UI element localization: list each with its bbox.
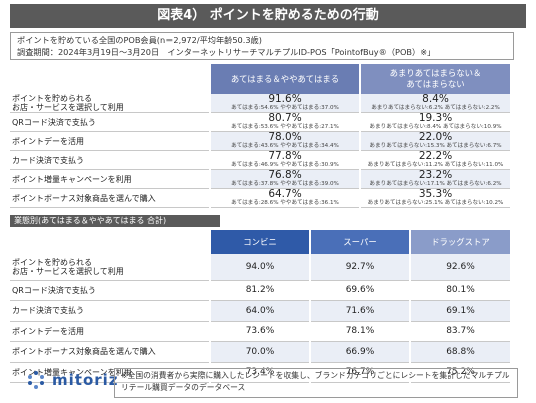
supermarket-value: 92.7% (309, 254, 410, 280)
disagree-cell: 35.3% あまりあてはまらない:25.1% あてはまらない:10.2% (359, 188, 510, 208)
table-row: カード決済で支払う 64.0% 71.6% 69.1% (10, 300, 510, 321)
row-label: ポイントデーを活用 (12, 326, 84, 336)
survey-period: 調査期間：2024年3月19日～3月20日 インターネットリサーチマルチプルID… (17, 47, 436, 57)
row-label: カード決済で支払う (12, 306, 84, 316)
drugstore-value: 80.1% (409, 280, 510, 301)
row-label: QRコード決済で支払う (12, 285, 96, 295)
behavior-table: あてはまる＆ややあてはまる あまりあてはまらない＆ あてはまらない ポイントを貯… (10, 64, 510, 208)
table-row: ポイント増量キャンペーンを利用 76.8% あてはまる:37.8% ややあてはまる:… (10, 169, 510, 189)
supermarket-value: 66.9% (309, 341, 410, 362)
agree-total: 91.6% (268, 93, 302, 105)
disagree-total: 19.3% (418, 112, 453, 124)
empty-header (10, 64, 210, 94)
agree-cell: 78.0% あてはまる:43.6% ややあてはまる:34.4% (209, 131, 360, 151)
table-row: カード決済で支払う 77.8% あてはまる:46.9% ややあてはまる:30.9% 2… (10, 150, 510, 170)
agree-cell: 91.6% あてはまる:54.6% ややあてはまる:37.0% (209, 93, 360, 113)
header-drugstore: ドラッグストア (409, 230, 510, 254)
segment-label: 業態別(あてはまる＆ややあてはまる 合計) (10, 215, 220, 227)
row-label: ポイントボーナス対象商品を選んで購入 (12, 347, 156, 357)
supermarket-value: 71.6% (309, 300, 410, 321)
disagree-breakdown: あまりあてはまらない:25.1% あてはまらない:10.2% (367, 200, 504, 206)
footnote: ※全国の消費者から実際に購入したレシートを収集し、ブランドカテゴリごとにレシート… (114, 368, 518, 398)
row-label: ポイントを貯められる お店・サービスを選択して利用 (10, 94, 210, 113)
disagree-header: あまりあてはまらない＆ あてはまらない (359, 64, 510, 94)
convenience-store-value: 73.6% (209, 321, 310, 342)
agree-breakdown: あてはまる:37.8% ややあてはまる:39.0% (231, 181, 339, 187)
disagree-cell: 22.2% あまりあてはまらない:11.2% あてはまらない:11.0% (359, 150, 510, 170)
supermarket-value: 69.6% (309, 280, 410, 301)
table-row: ポイントを貯められる お店・サービスを選択して利用 94.0% 92.7% 92.6% (10, 254, 510, 280)
row-label: QRコード決済で支払う (12, 117, 96, 127)
disagree-breakdown: あまりあてはまらない:15.3% あてはまらない:6.7% (369, 143, 502, 149)
agree-total: 77.8% (268, 150, 302, 162)
agree-total: 64.7% (268, 188, 302, 200)
convenience-store-value: 73.4% (209, 362, 310, 383)
table-row: ポイントボーナス対象商品を選んで購入 64.7% あてはまる:28.6% ややあては… (10, 188, 510, 208)
agree-cell: 64.7% あてはまる:28.6% ややあてはまる:36.1% (209, 188, 360, 208)
agree-breakdown: あてはまる:53.6% ややあてはまる:27.1% (231, 124, 339, 130)
agree-breakdown: あてはまる:54.6% ややあてはまる:37.0% (231, 105, 339, 111)
agree-total: 80.7% (268, 112, 302, 124)
page-title: 図表4） ポイントを貯めるための行動 (10, 4, 526, 28)
survey-sample: ポイントを貯めている全国のPOB会員(n＝2,972/平均年齢50.3歳) (17, 35, 262, 45)
table-row: ポイントデーを活用 73.6% 78.1% 83.7% (10, 321, 510, 342)
convenience-store-value: 64.0% (209, 300, 310, 321)
disagree-breakdown: あまりあてはまらない:11.2% あてはまらない:11.0% (367, 162, 504, 168)
header-supermarket: スーパー (309, 230, 410, 254)
header-convenience-store: コンビニ (209, 230, 310, 254)
convenience-store-value: 70.0% (209, 341, 310, 362)
drugstore-value: 69.1% (409, 300, 510, 321)
table-row: QRコード決済で支払う 80.7% あてはまる:53.6% ややあてはまる:27.1… (10, 112, 510, 132)
row-label: カード決済で支払う (12, 155, 84, 165)
disagree-cell: 19.3% あまりあてはまらない:8.4% あてはまらない:10.9% (359, 112, 510, 132)
drugstore-value: 83.7% (409, 321, 510, 342)
disagree-cell: 23.2% あまりあてはまらない:17.1% あてはまらない:6.2% (359, 169, 510, 189)
company-logo: mitoriz (26, 368, 119, 392)
drugstore-value: 92.6% (409, 254, 510, 280)
table-row: ポイント増量キャンペーンを利用 73.4% 76.7% 75.2% (10, 362, 510, 383)
disagree-cell: 8.4% あまりあてはまらない:6.2% あてはまらない:2.2% (359, 93, 510, 113)
row-label: ポイントデーを活用 (10, 131, 210, 151)
disagree-breakdown: あまりあてはまらない:6.2% あてはまらない:2.2% (371, 105, 500, 111)
row-label: ポイントボーナス対象商品を選んで購入 (12, 193, 156, 203)
disagree-cell: 22.0% あまりあてはまらない:15.3% あてはまらない:6.7% (359, 131, 510, 151)
logo-dots-icon (28, 371, 44, 389)
drugstore-value: 68.8% (409, 341, 510, 362)
agree-breakdown: あてはまる:28.6% ややあてはまる:36.1% (231, 200, 339, 206)
disagree-breakdown: あまりあてはまらない:8.4% あてはまらない:10.9% (369, 124, 502, 130)
agree-breakdown: あてはまる:43.6% ややあてはまる:34.4% (231, 143, 339, 149)
row-label: ポイント増量キャンペーンを利用 (12, 367, 132, 377)
disagree-total: 22.2% (418, 150, 453, 162)
table-row: QRコード決済で支払う 81.2% 69.6% 80.1% (10, 280, 510, 301)
supermarket-value: 76.7% (309, 362, 410, 383)
agree-cell: 76.8% あてはまる:37.8% ややあてはまる:39.0% (209, 169, 360, 189)
logo-text: mitoriz (52, 371, 119, 389)
agree-breakdown: あてはまる:46.9% ややあてはまる:30.9% (231, 162, 339, 168)
empty-header (10, 230, 210, 254)
survey-info: ポイントを貯めている全国のPOB会員(n＝2,972/平均年齢50.3歳) 調査… (10, 32, 514, 60)
disagree-total: 23.2% (418, 169, 453, 181)
drugstore-value: 75.2% (409, 362, 510, 383)
agree-cell: 80.7% あてはまる:53.6% ややあてはまる:27.1% (209, 112, 360, 132)
agree-cell: 77.8% あてはまる:46.9% ややあてはまる:30.9% (209, 150, 360, 170)
convenience-store-value: 81.2% (209, 280, 310, 301)
agree-header: あてはまる＆ややあてはまる (209, 64, 360, 94)
row-label: ポイント増量キャンペーンを利用 (10, 169, 210, 189)
disagree-total: 8.4% (422, 93, 449, 105)
store-type-table: コンビニ スーパー ドラッグストア ポイントを貯められる お店・サービスを選択し… (10, 230, 510, 383)
disagree-total: 22.0% (418, 131, 453, 143)
agree-total: 76.8% (268, 169, 302, 181)
row-label: ポイントを貯められる お店・サービスを選択して利用 (12, 257, 124, 276)
table-row: ポイントを貯められる お店・サービスを選択して利用 91.6% あてはまる:54.6… (10, 94, 510, 113)
table-row: ポイントボーナス対象商品を選んで購入 70.0% 66.9% 68.8% (10, 341, 510, 362)
disagree-total: 35.3% (418, 188, 453, 200)
table-row: ポイントデーを活用 78.0% あてはまる:43.6% ややあてはまる:34.4% 2… (10, 131, 510, 151)
agree-total: 78.0% (268, 131, 302, 143)
convenience-store-value: 94.0% (209, 254, 310, 280)
supermarket-value: 78.1% (309, 321, 410, 342)
disagree-breakdown: あまりあてはまらない:17.1% あてはまらない:6.2% (369, 181, 502, 187)
